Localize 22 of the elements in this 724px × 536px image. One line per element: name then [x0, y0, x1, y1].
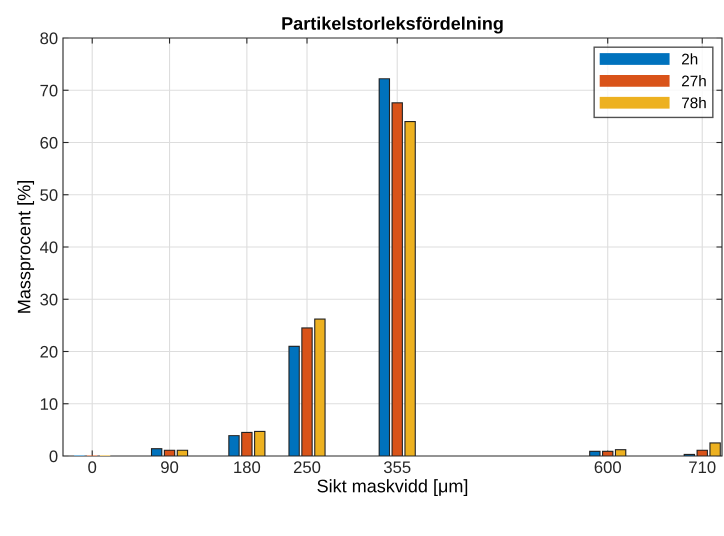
legend-label: 78h	[682, 97, 706, 108]
y-tick-label: 20	[40, 346, 58, 358]
legend-label: 2h	[682, 53, 698, 64]
y-tick-label: 50	[40, 189, 58, 201]
y-axis-title: Massprocent [%]	[17, 181, 34, 313]
x-tick-label: 710	[689, 461, 716, 474]
x-tick-label: 355	[384, 461, 410, 474]
legend-label: 27h	[682, 75, 706, 86]
x-tick-label: 180	[234, 461, 260, 474]
chart-title: Partikelstorleksfördelning	[282, 16, 503, 34]
y-tick-label: 40	[40, 241, 58, 254]
y-tick-label: 80	[40, 32, 58, 44]
x-tick-label: 0	[88, 461, 96, 474]
x-axis-title: Sikt maskvidd [μm]	[317, 479, 468, 496]
x-tick-label: 600	[594, 461, 621, 474]
x-tick-label: 90	[161, 461, 178, 474]
y-tick-label: 70	[40, 84, 58, 96]
y-tick-label: 10	[40, 398, 58, 410]
y-tick-label: 30	[40, 294, 58, 306]
x-tick-label: 250	[294, 461, 320, 474]
y-tick-label: 60	[40, 136, 58, 149]
y-tick-label: 0	[50, 450, 58, 462]
